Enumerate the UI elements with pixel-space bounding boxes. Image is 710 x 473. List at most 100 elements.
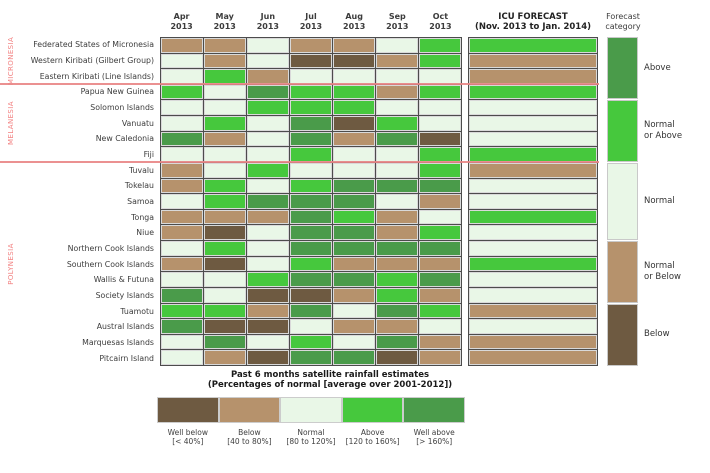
heatmap-cell xyxy=(419,225,461,241)
forecast-category-label: Normal xyxy=(644,195,675,206)
heatmap-cell xyxy=(290,38,332,53)
month-header: Jun 2013 xyxy=(256,12,279,31)
row-label: Austral Islands xyxy=(96,322,154,332)
heatmap-cell xyxy=(204,162,246,178)
heatmap-cell xyxy=(204,272,246,287)
row-label: Tokelau xyxy=(124,181,154,191)
heatmap-cell xyxy=(419,287,461,303)
heatmap-cell xyxy=(290,194,332,209)
heatmap-cell xyxy=(204,147,246,162)
heatmap-cell xyxy=(290,272,332,287)
heatmap-cell xyxy=(333,53,375,69)
heatmap-cell xyxy=(376,116,418,131)
heatmap-cell xyxy=(290,53,332,69)
row-label: Samoa xyxy=(127,196,154,206)
icu-forecast-cell xyxy=(469,256,597,272)
icu-forecast-column xyxy=(468,37,598,366)
row-label: Tuamotu xyxy=(120,306,154,316)
heatmap-cell xyxy=(376,287,418,303)
month-header: Aug 2013 xyxy=(343,12,366,31)
icu-forecast-cell xyxy=(469,178,597,194)
group-label-text: MELANESIA xyxy=(7,101,15,146)
heatmap-cell xyxy=(333,287,375,303)
group-label-polynesia: POLYNESIA xyxy=(4,162,18,366)
heatmap-cell xyxy=(419,131,461,147)
forecast-category-label: Normal or Above xyxy=(644,119,683,141)
heatmap-cell xyxy=(376,225,418,241)
group-label-micronesia: MICRONESIA xyxy=(4,36,18,84)
icu-forecast-cell xyxy=(469,225,597,241)
heatmap-cell xyxy=(247,350,289,365)
icu-forecast-cell xyxy=(469,69,597,84)
heatmap-cell xyxy=(161,69,203,84)
heatmap-cell xyxy=(290,178,332,194)
icu-forecast-header: ICU FORECAST (Nov. 2013 to Jan. 2014) xyxy=(474,12,592,32)
heatmap-cell xyxy=(333,162,375,178)
icu-forecast-cell xyxy=(469,162,597,178)
heatmap-cell xyxy=(376,131,418,147)
heatmap-cell xyxy=(161,272,203,287)
heatmap-cell xyxy=(376,272,418,287)
month-header: May 2013 xyxy=(213,12,236,31)
heatmap-cell xyxy=(204,319,246,334)
icu-forecast-cell xyxy=(469,131,597,147)
heatmap-cell xyxy=(290,116,332,131)
months-heatmap-grid xyxy=(160,37,462,366)
heatmap-cell xyxy=(290,100,332,116)
color-scale-legend xyxy=(157,397,465,423)
heatmap-cell xyxy=(290,287,332,303)
row-label: Marquesas Islands xyxy=(82,337,154,347)
month-header: Sep 2013 xyxy=(386,12,409,31)
heatmap-cell xyxy=(247,53,289,69)
heatmap-cell xyxy=(204,256,246,272)
heatmap-cell xyxy=(161,147,203,162)
icu-forecast-cell xyxy=(469,100,597,116)
heatmap-cell xyxy=(161,100,203,116)
forecast-category-block xyxy=(607,37,638,99)
forecast-category-label: Normal or Below xyxy=(644,260,681,282)
forecast-category-block xyxy=(607,304,638,366)
heatmap-cell xyxy=(204,350,246,365)
heatmap-cell xyxy=(376,84,418,100)
forecast-category-column xyxy=(607,37,638,366)
icu-forecast-cell xyxy=(469,38,597,53)
heatmap-cell xyxy=(290,69,332,84)
heatmap-cell xyxy=(419,319,461,334)
heatmap-cell xyxy=(204,69,246,84)
heatmap-cell xyxy=(247,272,289,287)
heatmap-cell xyxy=(333,38,375,53)
heatmap-cell xyxy=(290,319,332,334)
heatmap-cell xyxy=(419,84,461,100)
heatmap-cell xyxy=(204,178,246,194)
row-label: Northern Cook Islands xyxy=(67,243,154,253)
heatmap-cell xyxy=(419,100,461,116)
heatmap-cell xyxy=(161,334,203,350)
heatmap-cell xyxy=(161,303,203,319)
heatmap-cell xyxy=(247,84,289,100)
heatmap-cell xyxy=(419,350,461,365)
footer-title-line1: Past 6 months satellite rainfall estimat… xyxy=(230,370,430,380)
heatmap-cell xyxy=(376,256,418,272)
heatmap-cell xyxy=(333,131,375,147)
heatmap-cell xyxy=(333,84,375,100)
heatmap-cell xyxy=(419,38,461,53)
icu-forecast-cell xyxy=(469,334,597,350)
heatmap-cell xyxy=(204,116,246,131)
heatmap-cell xyxy=(376,334,418,350)
heatmap-cell xyxy=(376,69,418,84)
row-label: Vanuatu xyxy=(121,118,154,128)
heatmap-cell xyxy=(161,241,203,256)
icu-forecast-cell xyxy=(469,209,597,225)
heatmap-cell xyxy=(419,241,461,256)
heatmap-cell xyxy=(376,147,418,162)
heatmap-cell xyxy=(290,162,332,178)
heatmap-cell xyxy=(419,162,461,178)
heatmap-cell xyxy=(247,303,289,319)
heatmap-cell xyxy=(247,162,289,178)
row-label: Wallis & Futuna xyxy=(93,275,154,285)
heatmap-cell xyxy=(419,272,461,287)
icu-forecast-cell xyxy=(469,319,597,334)
heatmap-cell xyxy=(247,131,289,147)
heatmap-cell xyxy=(333,147,375,162)
group-label-text: POLYNESIA xyxy=(7,243,16,285)
